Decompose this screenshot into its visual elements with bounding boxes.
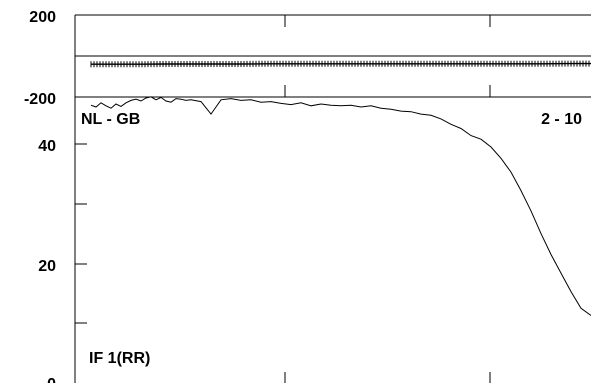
ytick-label-40: 40: [38, 138, 56, 155]
ytick-label-neg200: -200: [24, 91, 56, 108]
ytick-label-0: 0: [47, 376, 56, 383]
amplitude-series-line: [90, 96, 591, 316]
phase-series-ticks: [90, 60, 590, 68]
annotation-bottom-left: IF 1(RR): [89, 350, 150, 367]
ytick-label-200: 200: [29, 9, 56, 26]
annotation-top-right: 2 - 10: [541, 111, 582, 128]
ytick-label-20: 20: [38, 258, 56, 275]
annotation-top-left: NL - GB: [81, 111, 140, 128]
